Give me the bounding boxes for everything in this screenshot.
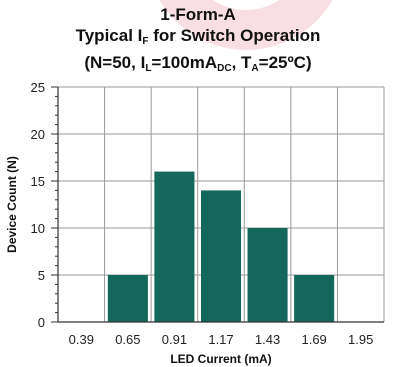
y-tick-label: 25 [31,80,45,95]
x-tick-label: 1.17 [208,332,233,347]
bar [200,190,242,322]
y-tick-label: 15 [31,174,45,189]
bar [107,275,148,322]
y-tick-label: 0 [38,315,45,330]
x-tick-label: 0.91 [162,332,187,347]
bar [294,275,335,322]
chart-conditions: (N=50, IL=100mADC, TA=25ºC) [84,53,312,74]
x-tick-label: 1.43 [255,332,280,347]
bar [247,228,288,322]
y-tick-label: 5 [38,268,45,283]
x-tick-label: 1.69 [301,332,326,347]
y-axis-title: Device Count (N) [5,156,19,253]
y-tick-label: 10 [31,221,45,236]
watermark-logo-inner [186,0,306,10]
bar [154,171,195,322]
chart-title-block: 1-Form-A Typical IF for Switch Operation… [0,4,396,79]
tick-labels: 0 5 10 15 20 25 0.39 0.65 0.91 1.17 1.43 1.69 1.95 [31,80,374,347]
x-tick-label: 0.65 [115,332,140,347]
x-axis-title: LED Current (mA) [170,352,271,366]
y-tick-label: 20 [31,127,45,142]
chart-title: 1-Form-A [160,5,236,24]
x-tick-label: 0.39 [69,332,94,347]
bars [107,171,335,322]
chart-subtitle: Typical IF for Switch Operation [75,26,321,47]
x-tick-label: 1.95 [348,332,373,347]
axes [51,86,384,323]
